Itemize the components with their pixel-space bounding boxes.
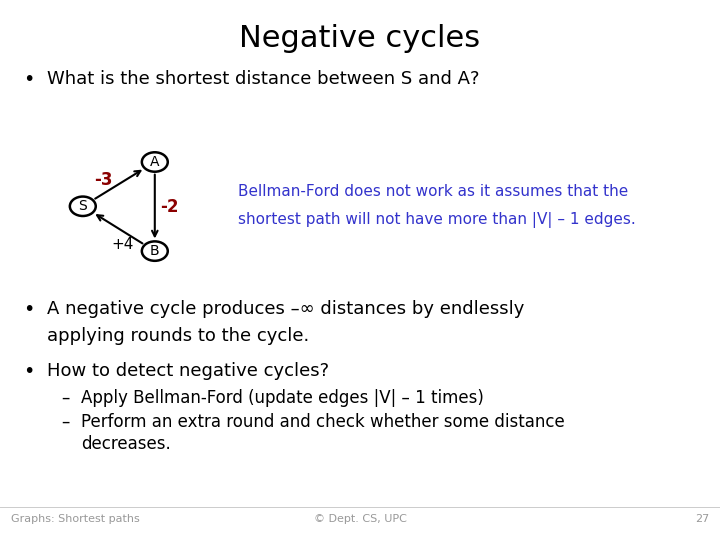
Text: •: • — [23, 70, 35, 89]
Text: A negative cycle produces –∞ distances by endlessly: A negative cycle produces –∞ distances b… — [47, 300, 524, 318]
Text: –: – — [61, 389, 70, 407]
Text: Graphs: Shortest paths: Graphs: Shortest paths — [11, 515, 140, 524]
Text: -2: -2 — [160, 198, 179, 215]
Text: Perform an extra round and check whether some distance: Perform an extra round and check whether… — [81, 413, 564, 431]
Text: How to detect negative cycles?: How to detect negative cycles? — [47, 362, 329, 380]
Circle shape — [70, 197, 96, 216]
Text: Apply Bellman-Ford (update edges |V| – 1 times): Apply Bellman-Ford (update edges |V| – 1… — [81, 389, 484, 407]
Text: A: A — [150, 155, 160, 169]
Text: B: B — [150, 244, 160, 258]
Text: shortest path will not have more than |V| – 1 edges.: shortest path will not have more than |V… — [238, 212, 635, 228]
Circle shape — [142, 152, 168, 172]
Text: •: • — [23, 300, 35, 319]
Text: •: • — [23, 362, 35, 381]
Text: Bellman-Ford does not work as it assumes that the: Bellman-Ford does not work as it assumes… — [238, 184, 628, 199]
Text: 27: 27 — [695, 515, 709, 524]
Text: Negative cycles: Negative cycles — [240, 24, 480, 53]
Text: decreases.: decreases. — [81, 435, 171, 453]
Text: applying rounds to the cycle.: applying rounds to the cycle. — [47, 327, 309, 345]
Circle shape — [142, 241, 168, 261]
Text: © Dept. CS, UPC: © Dept. CS, UPC — [314, 515, 406, 524]
Text: What is the shortest distance between S and A?: What is the shortest distance between S … — [47, 70, 480, 88]
Text: +4: +4 — [111, 238, 134, 252]
Text: –: – — [61, 413, 70, 431]
Text: S: S — [78, 199, 87, 213]
Text: -3: -3 — [94, 171, 112, 189]
